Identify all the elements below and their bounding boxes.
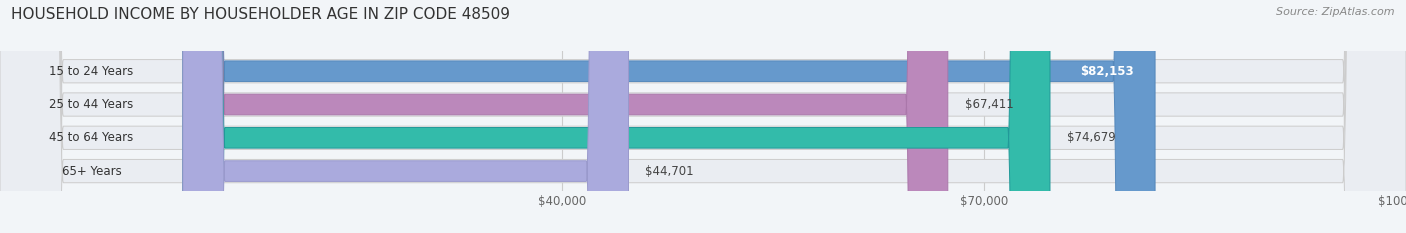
Text: $82,153: $82,153: [1080, 65, 1135, 78]
Text: 15 to 24 Years: 15 to 24 Years: [49, 65, 134, 78]
FancyBboxPatch shape: [183, 0, 1156, 233]
FancyBboxPatch shape: [183, 0, 628, 233]
Text: $44,701: $44,701: [645, 164, 695, 178]
Text: 45 to 64 Years: 45 to 64 Years: [49, 131, 134, 144]
Text: $74,679: $74,679: [1067, 131, 1115, 144]
Text: Source: ZipAtlas.com: Source: ZipAtlas.com: [1277, 7, 1395, 17]
FancyBboxPatch shape: [183, 0, 948, 233]
Text: $67,411: $67,411: [965, 98, 1014, 111]
Text: 65+ Years: 65+ Years: [62, 164, 121, 178]
FancyBboxPatch shape: [183, 0, 1050, 233]
Text: 25 to 44 Years: 25 to 44 Years: [49, 98, 134, 111]
Text: HOUSEHOLD INCOME BY HOUSEHOLDER AGE IN ZIP CODE 48509: HOUSEHOLD INCOME BY HOUSEHOLDER AGE IN Z…: [11, 7, 510, 22]
